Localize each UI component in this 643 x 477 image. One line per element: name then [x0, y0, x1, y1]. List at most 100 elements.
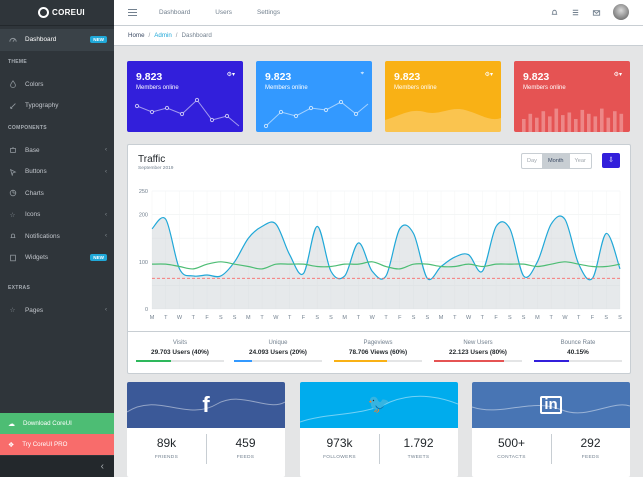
download-button[interactable]: ⇩: [602, 153, 620, 168]
calculator-icon: [8, 253, 17, 262]
stat-value: 9.823: [136, 71, 163, 83]
social-stat: 500+ CONTACTS: [497, 436, 526, 460]
header: Dashboard Users Settings: [114, 0, 643, 26]
spark-bar: [587, 113, 591, 132]
bell-icon[interactable]: [550, 8, 559, 17]
sidebar-item-label: Icons: [25, 211, 41, 219]
traffic-stat: Bounce Rate 40.15%: [534, 340, 622, 362]
sidebar-item-colors[interactable]: Colors: [0, 74, 114, 96]
social-stat: 1.792 TWEETS: [403, 436, 434, 460]
cursor-icon: [8, 167, 17, 176]
x-tick-label: W: [273, 315, 279, 321]
x-tick-label: S: [315, 315, 319, 321]
spark-bar: [541, 111, 546, 132]
chevron-left-icon: ‹: [105, 147, 107, 154]
x-tick-label: W: [466, 315, 472, 321]
sidebar-item-notifications[interactable]: Notifications ‹: [0, 226, 114, 248]
drop-icon: [8, 80, 17, 89]
stat-label: Members online: [523, 85, 566, 91]
avatar[interactable]: [613, 4, 629, 20]
header-link-settings[interactable]: Settings: [256, 9, 281, 16]
star-icon: ☆: [9, 307, 16, 315]
sidebar-item-typography[interactable]: Typography: [0, 95, 114, 117]
brand[interactable]: COREUI: [0, 0, 114, 26]
speedometer-icon: [8, 35, 17, 44]
x-tick-label: S: [425, 315, 429, 321]
spark-bar: [548, 116, 552, 132]
download-coreui-button[interactable]: ☁ Download CoreUI: [0, 413, 114, 434]
menu-toggle-icon[interactable]: [128, 9, 137, 16]
traffic-stat: Pageviews 78.706 Views (60%): [334, 340, 422, 362]
sidebar-item-dashboard[interactable]: Dashboard NEW: [0, 29, 114, 51]
sidebar-item-charts[interactable]: Charts: [0, 183, 114, 205]
spark-bar: [574, 119, 578, 132]
traffic-stat: Unique 24.093 Users (20%): [234, 340, 322, 362]
chevron-left-icon: ‹: [105, 307, 107, 314]
sidebar: COREUI Dashboard NEW THEME Colors Typogr…: [0, 0, 114, 477]
settings-dropdown-icon[interactable]: ⚙▾: [613, 72, 622, 78]
x-tick-label: W: [177, 315, 183, 321]
period-month[interactable]: Month: [542, 154, 570, 168]
download-coreui-label: Download CoreUI: [23, 420, 72, 427]
period-selector: Day Month Year: [521, 153, 592, 169]
social-card-twitter: 🐦 973k FOLLOWERS 1.792 TWEETS: [300, 382, 458, 477]
stat-label: Members online: [136, 85, 179, 91]
settings-dropdown-icon[interactable]: ⚙▾: [226, 72, 235, 78]
stat-value: 9.823: [265, 71, 292, 83]
header-link-dashboard[interactable]: Dashboard: [159, 9, 191, 16]
sidebar-minimizer[interactable]: ‹: [0, 456, 114, 477]
traffic-card: Traffic September 2019 Day Month Year ⇩ …: [127, 144, 631, 374]
sidebar-item-label: Colors: [25, 80, 44, 88]
traffic-stat-label: Bounce Rate: [560, 340, 596, 346]
chevron-left-icon: ‹: [105, 211, 107, 218]
traffic-title: Traffic: [138, 154, 166, 165]
sidebar-item-buttons[interactable]: Buttons ‹: [0, 161, 114, 183]
spark-bar: [606, 117, 611, 132]
traffic-stat-label: Visits: [172, 340, 188, 346]
sidebar-item-pages[interactable]: ☆ Pages ‹: [0, 300, 114, 322]
y-tick-label: 0: [145, 307, 148, 313]
social-header: [472, 382, 630, 428]
traffic-chart: 0 100 200 250 M T W T F S S M T W T F S S M T W T F S S M T W T F S S M T…: [139, 189, 622, 321]
location-pin-icon[interactable]: [592, 8, 601, 17]
progress-bar: [434, 360, 522, 362]
traffic-stat-label: Pageviews: [363, 340, 393, 346]
spark-bar: [593, 116, 598, 132]
layers-icon: ❖: [8, 441, 15, 449]
traffic-stat-value: 40.15%: [567, 349, 589, 356]
list-icon[interactable]: [571, 8, 580, 17]
cloud-download-icon: ☁: [8, 420, 15, 428]
stat-card-1: 9.823 Members online ⚙▾: [127, 61, 243, 132]
period-day[interactable]: Day: [522, 154, 543, 168]
breadcrumb-home[interactable]: Home: [128, 32, 145, 39]
sidebar-item-widgets[interactable]: Widgets NEW: [0, 247, 114, 269]
x-tick-label: T: [288, 315, 292, 321]
header-link-users[interactable]: Users: [215, 9, 232, 16]
coreui-logo-icon: [38, 7, 49, 18]
series-area: [152, 215, 620, 309]
x-tick-label: S: [412, 315, 416, 321]
progress-bar: [534, 360, 622, 362]
traffic-stat-label: New Users: [463, 340, 493, 346]
nav-title-extras: EXTRAS: [8, 285, 31, 291]
social-header: [300, 382, 458, 428]
sidebar-item-icons[interactable]: ☆ Icons ‹: [0, 204, 114, 226]
x-tick-label: T: [357, 315, 361, 321]
nav-title-theme: THEME: [8, 59, 27, 65]
sidebar-item-base[interactable]: Base ‹: [0, 140, 114, 162]
location-pin-icon[interactable]: ⌖: [360, 71, 364, 77]
series-line-0: [151, 215, 621, 281]
progress-fill: [334, 360, 387, 362]
try-coreui-pro-button[interactable]: ❖ Try CoreUI PRO: [0, 434, 114, 455]
y-tick-label: 100: [139, 260, 148, 266]
x-tick-label: S: [604, 315, 608, 321]
stat-label: Members online: [265, 85, 308, 91]
social-stat: 292 FEEDS: [580, 436, 601, 460]
settings-dropdown-icon[interactable]: ⚙▾: [484, 72, 493, 78]
progress-fill: [234, 360, 252, 362]
breadcrumb-admin[interactable]: Admin: [154, 32, 172, 39]
x-tick-label: F: [205, 315, 209, 321]
period-year[interactable]: Year: [574, 158, 586, 164]
traffic-footer: Visits 29.703 Users (40%) Unique 24.093 Use…: [128, 331, 630, 373]
y-tick-label: 200: [139, 213, 148, 219]
